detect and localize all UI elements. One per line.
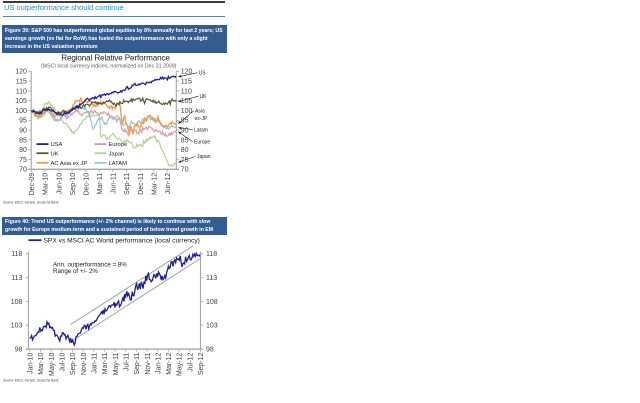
svg-text:Nov-11: Nov-11 [145, 352, 152, 374]
svg-text:108: 108 [11, 299, 23, 306]
svg-text:AC Asia ex JP: AC Asia ex JP [51, 161, 88, 167]
svg-text:Jul-11: Jul-11 [123, 352, 130, 371]
svg-text:Europe: Europe [194, 140, 210, 146]
svg-text:USA: USA [51, 142, 63, 148]
svg-text:(MSCI local currency indices,: (MSCI local currency indices, normalized… [41, 63, 177, 69]
svg-text:120: 120 [15, 69, 27, 76]
svg-text:Nov-10: Nov-10 [81, 353, 88, 376]
svg-text:Ann. outperformance = 8%: Ann. outperformance = 8% [53, 262, 127, 269]
svg-text:Japan: Japan [109, 151, 125, 157]
svg-text:Mar-11: Mar-11 [97, 173, 104, 195]
svg-text:100: 100 [15, 108, 27, 115]
svg-text:Regional Relative Performance: Regional Relative Performance [61, 53, 170, 62]
svg-text:Latam: Latam [194, 127, 208, 133]
svg-text:90: 90 [19, 128, 27, 135]
svg-text:Source: MSCI, Factset, Deutsch: Source: MSCI, Factset, Deutsche Bank [3, 379, 59, 383]
svg-text:Dec-10: Dec-10 [83, 173, 90, 196]
svg-text:118: 118 [206, 251, 217, 258]
svg-text:103: 103 [11, 323, 23, 330]
svg-text:Mar-12: Mar-12 [151, 173, 158, 195]
svg-text:100: 100 [181, 108, 193, 115]
svg-text:70: 70 [19, 167, 27, 174]
svg-text:LATAM: LATAM [109, 161, 128, 167]
svg-text:Sep-12: Sep-12 [198, 352, 205, 375]
svg-text:105: 105 [181, 98, 193, 105]
svg-text:110: 110 [16, 88, 27, 95]
svg-text:98: 98 [15, 347, 23, 354]
svg-text:103: 103 [206, 323, 218, 330]
svg-text:Mar-12: Mar-12 [166, 353, 173, 375]
svg-text:118: 118 [11, 251, 22, 258]
svg-text:Japan: Japan [197, 154, 211, 160]
svg-text:Mar-10: Mar-10 [43, 173, 50, 195]
svg-text:113: 113 [206, 275, 217, 282]
svg-text:Jun-10: Jun-10 [56, 173, 63, 195]
svg-text:115: 115 [16, 79, 27, 86]
svg-text:Sep-11: Sep-11 [124, 173, 131, 195]
svg-text:May-12: May-12 [177, 352, 184, 375]
svg-text:90: 90 [181, 128, 189, 135]
svg-text:Jan-10: Jan-10 [28, 352, 35, 374]
svg-text:75: 75 [19, 157, 27, 164]
svg-text:108: 108 [206, 299, 218, 306]
svg-text:80: 80 [19, 147, 27, 154]
svg-text:Sep-10: Sep-10 [70, 352, 77, 375]
svg-text:105: 105 [15, 98, 27, 105]
svg-text:Sep-11: Sep-11 [134, 353, 141, 375]
svg-text:80: 80 [181, 147, 189, 154]
svg-text:Sep-10: Sep-10 [70, 173, 77, 196]
svg-text:May-11: May-11 [113, 352, 120, 375]
svg-text:110: 110 [181, 88, 192, 95]
svg-text:Dec-09: Dec-09 [29, 173, 36, 196]
svg-text:Jun-11: Jun-11 [111, 173, 118, 194]
svg-text:85: 85 [19, 137, 27, 144]
svg-text:Jul-10: Jul-10 [60, 353, 67, 372]
svg-text:Jan-11: Jan-11 [92, 352, 99, 373]
svg-text:Range of +/- 2%: Range of +/- 2% [53, 268, 98, 275]
svg-text:SPX vs MSCI AC World performan: SPX vs MSCI AC World performance (local … [44, 238, 200, 245]
svg-text:UK: UK [51, 151, 59, 157]
svg-text:ex-JP: ex-JP [195, 116, 208, 122]
svg-text:Source: MSCI, Factset, Deutsch: Source: MSCI, Factset, Deutsche Bank [3, 201, 59, 205]
svg-text:May-10: May-10 [49, 352, 56, 375]
svg-text:Asia: Asia [195, 109, 205, 115]
svg-text:98: 98 [206, 347, 214, 354]
svg-text:Mar-11: Mar-11 [102, 352, 109, 374]
svg-text:70: 70 [181, 167, 189, 174]
svg-text:Mar-10: Mar-10 [38, 353, 45, 375]
svg-text:UK: UK [200, 94, 208, 100]
svg-text:Dec-11: Dec-11 [138, 173, 145, 195]
svg-text:US: US [199, 71, 207, 77]
svg-text:95: 95 [19, 118, 27, 125]
svg-text:85: 85 [181, 137, 189, 144]
svg-text:115: 115 [181, 79, 192, 86]
svg-text:Jan-12: Jan-12 [155, 352, 162, 374]
svg-text:Jul-12: Jul-12 [187, 353, 194, 372]
svg-text:113: 113 [11, 275, 22, 282]
svg-text:Jun-12: Jun-12 [165, 173, 172, 195]
svg-text:Europe: Europe [109, 142, 128, 148]
svg-text:120: 120 [181, 69, 193, 76]
svg-text:95: 95 [181, 118, 189, 125]
